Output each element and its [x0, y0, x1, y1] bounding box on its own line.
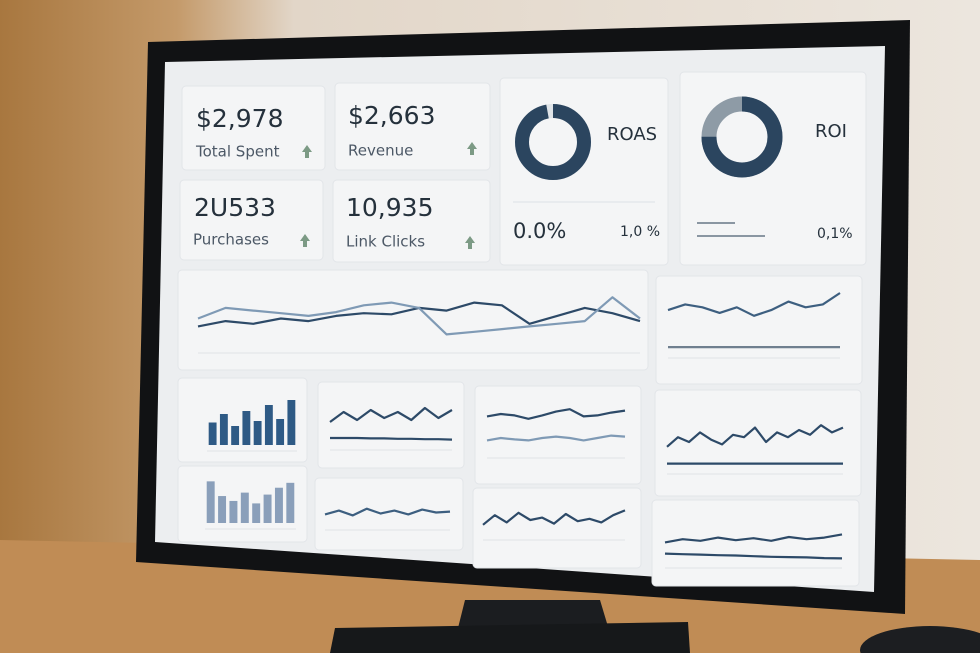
chart-card — [654, 389, 862, 497]
bar — [276, 419, 285, 445]
line-series — [667, 292, 841, 317]
chart-card — [177, 269, 649, 371]
donut-side: 0,1% — [817, 226, 853, 242]
bar — [208, 422, 217, 445]
line-series — [664, 533, 843, 544]
bar — [242, 411, 251, 445]
chart-card — [474, 385, 642, 485]
kpi-value: 2U533 — [194, 193, 276, 222]
line-series — [482, 509, 626, 526]
bar — [231, 426, 240, 445]
donut-segment — [515, 104, 591, 180]
bar — [274, 487, 283, 523]
bar — [219, 414, 228, 445]
kpi-label: Purchases — [193, 231, 269, 249]
chart-card — [655, 275, 863, 385]
line-series — [486, 408, 626, 420]
mouse — [860, 626, 980, 653]
chart-card — [314, 477, 464, 551]
kpi-card — [332, 179, 491, 263]
line-series — [324, 507, 451, 517]
kpi-label: Total Spent — [195, 143, 280, 161]
line-series — [197, 296, 641, 336]
stand-base — [330, 622, 690, 653]
kpi-label: Link Clicks — [346, 233, 425, 251]
bar — [286, 482, 295, 523]
donut-title: ROAS — [607, 124, 657, 145]
donut-main: 0.0% — [513, 219, 566, 243]
line-series — [666, 424, 844, 448]
kpi-value: $2,978 — [196, 104, 283, 133]
bar — [206, 481, 215, 523]
donut-side: 1,0 % — [620, 224, 660, 240]
bar — [229, 500, 238, 523]
donut-card — [679, 71, 867, 266]
bar — [252, 503, 261, 523]
bar — [264, 405, 273, 445]
chart-card — [472, 487, 642, 569]
kpi-card — [181, 85, 326, 171]
kpi-value: $2,663 — [348, 101, 435, 130]
donut-card — [499, 77, 669, 266]
line-series — [329, 406, 453, 423]
chart-card — [317, 381, 465, 469]
trend-arrows — [300, 142, 477, 249]
donut-title: ROI — [815, 121, 847, 142]
kpi-card — [179, 179, 324, 261]
kpi-card — [334, 82, 491, 171]
bar — [218, 496, 227, 523]
bar — [287, 400, 296, 445]
donut-segment — [701, 96, 783, 178]
kpi-value: 10,935 — [346, 193, 433, 222]
line-series — [664, 552, 843, 560]
bar — [263, 494, 272, 523]
dashboard: $2,978 Total Spent $2,663 Revenue 2U533 … — [177, 71, 867, 587]
bar — [240, 492, 249, 523]
line-series — [486, 434, 626, 442]
bar — [253, 421, 262, 445]
chart-card — [651, 499, 860, 587]
kpi-label: Revenue — [348, 142, 413, 160]
line-series — [330, 436, 453, 441]
